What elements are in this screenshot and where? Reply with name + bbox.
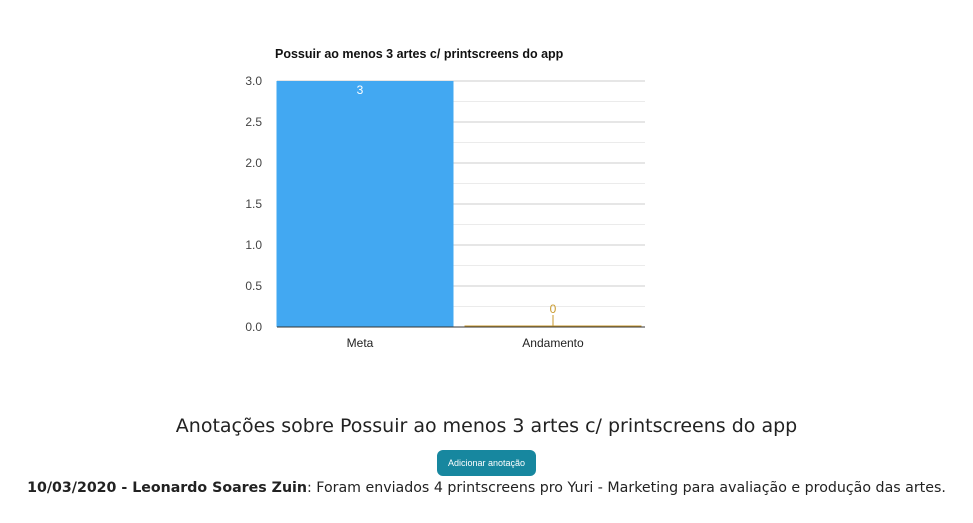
- notes-title: Anotações sobre Possuir ao menos 3 artes…: [175, 415, 798, 437]
- data-label: 0: [550, 302, 557, 316]
- y-tick-label: 0.5: [245, 279, 262, 293]
- chart-container: Possuir ao menos 3 artes c/ printscreens…: [245, 47, 645, 350]
- chart-title: Possuir ao menos 3 artes c/ printscreens…: [275, 47, 564, 61]
- y-tick-label: 2.5: [245, 115, 262, 129]
- note-entry: 10/03/2020 - Leonardo Soares Zuin: Foram…: [0, 480, 973, 496]
- notes-section: Anotações sobre Possuir ao menos 3 artes…: [0, 408, 973, 496]
- bar-meta: [276, 81, 454, 327]
- bar-andamento: [464, 325, 642, 327]
- y-tick-label: 3.0: [245, 74, 262, 88]
- y-tick-label: 2.0: [245, 156, 262, 170]
- note-entry-text: : Foram enviados 4 printscreens pro Yuri…: [307, 480, 946, 496]
- data-label: 3: [357, 83, 364, 97]
- add-note-button[interactable]: Adicionar anotação: [436, 450, 537, 476]
- y-tick-label: 1.0: [245, 238, 262, 252]
- y-tick-label: 0.0: [245, 320, 262, 334]
- note-entry-header: 10/03/2020 - Leonardo Soares Zuin: [27, 480, 308, 496]
- bar-chart: Possuir ao menos 3 artes c/ printscreens…: [245, 47, 645, 350]
- x-tick-label: Meta: [347, 336, 374, 350]
- y-tick-label: 1.5: [245, 197, 262, 211]
- x-tick-label: Andamento: [522, 336, 584, 350]
